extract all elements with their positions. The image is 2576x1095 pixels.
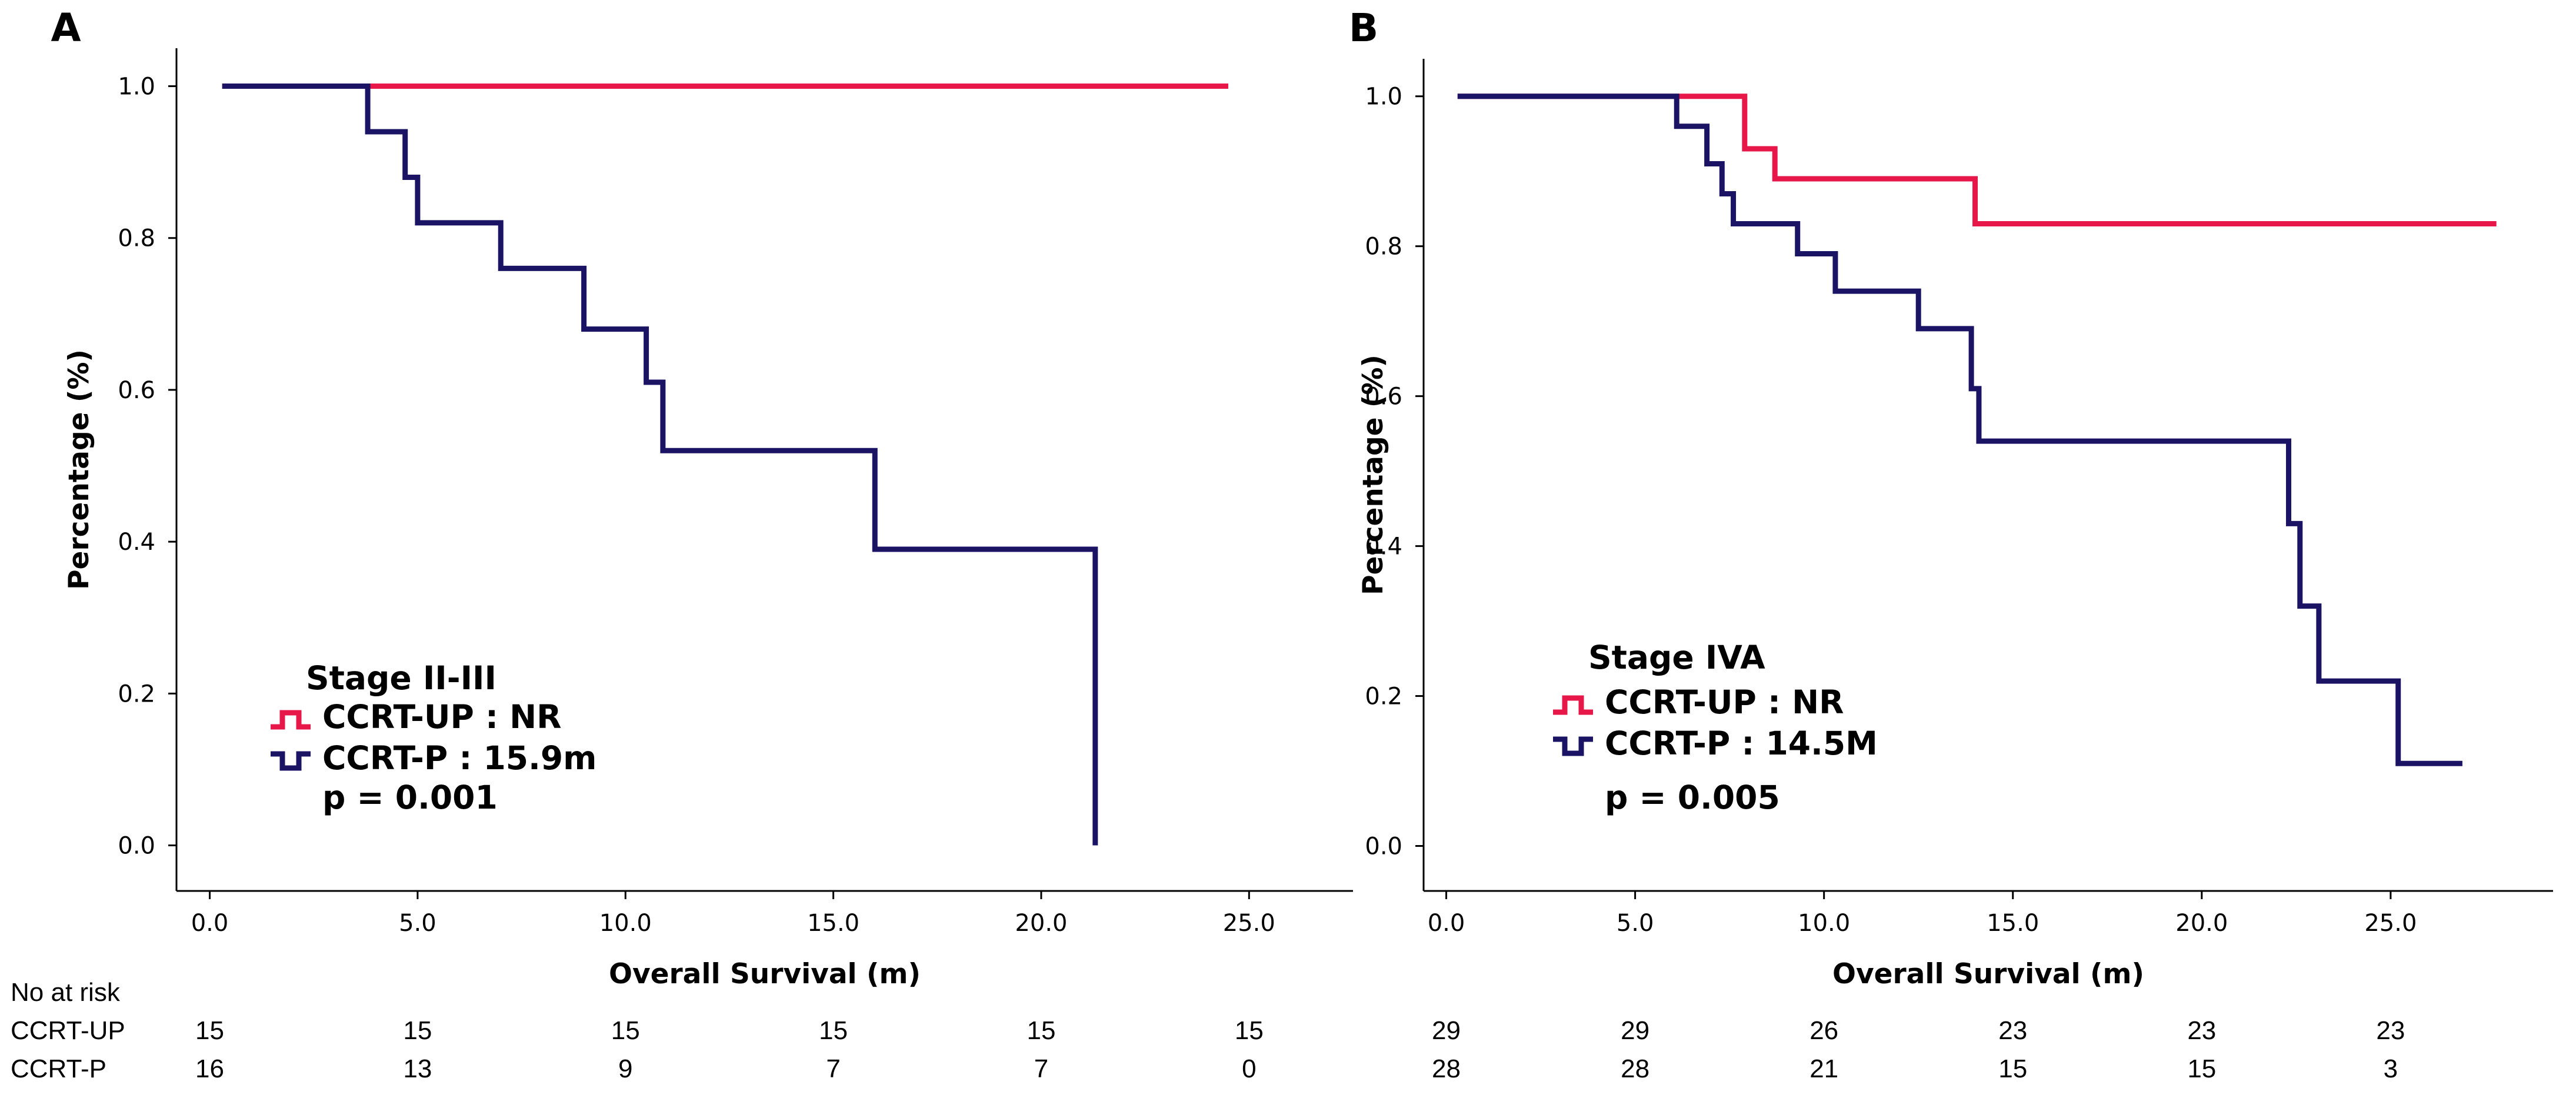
risk-value: 15: [403, 1016, 432, 1045]
risk-value: 15: [2187, 1054, 2216, 1083]
p-value: p = 0.001: [322, 779, 498, 816]
x-tick-label: 5.0: [399, 910, 436, 937]
risk-table-heading: No at risk: [11, 978, 121, 1007]
x-tick-label: 0.0: [1428, 910, 1465, 937]
y-tick-label: 0.4: [1365, 533, 1402, 560]
legend-title: Stage II-III: [306, 659, 496, 697]
y-tick-label: 0.6: [118, 377, 155, 404]
x-tick-label: 20.0: [1015, 910, 1067, 937]
risk-value: 3: [2384, 1054, 2398, 1083]
x-axis-title: Overall Survival (m): [609, 958, 921, 990]
y-tick-label: 0.8: [118, 225, 155, 252]
x-tick-label: 20.0: [2175, 910, 2228, 937]
risk-value: 13: [403, 1054, 432, 1083]
y-tick-label: 0.2: [118, 680, 155, 707]
panel-label: B: [1349, 5, 1378, 51]
y-tick-label: 0.8: [1365, 233, 1402, 261]
risk-row-label: CCRT-P: [11, 1054, 106, 1083]
risk-value: 21: [1809, 1054, 1838, 1083]
risk-value: 7: [826, 1054, 840, 1083]
legend: Stage IVA CCRT-UP : NR CCRT-P : 14.5M p = 0…: [1553, 639, 1878, 816]
risk-value: 29: [1621, 1016, 1649, 1045]
risk-value: 15: [1235, 1016, 1264, 1045]
panel-label: A: [51, 5, 81, 51]
legend-symbol-ccrt-up: [1553, 695, 1593, 715]
risk-value: 15: [1998, 1054, 2027, 1083]
risk-value: 23: [2187, 1016, 2216, 1045]
legend-entry: CCRT-P : 15.9m: [322, 739, 596, 777]
legend-entry: CCRT-P : 14.5M: [1605, 725, 1878, 762]
curve-ccrt-p: [222, 84, 1098, 846]
x-tick-label: 25.0: [2364, 910, 2417, 937]
y-axis-title: Percentage (%): [1357, 355, 1389, 595]
y-tick-label: 1.0: [118, 74, 155, 101]
curve-ccrt-p: [1457, 94, 2462, 766]
y-tick-label: 0.6: [1365, 383, 1402, 410]
curve-ccrt-up: [1457, 94, 2497, 226]
y-tick-label: 0.0: [1365, 833, 1402, 860]
risk-value: 9: [618, 1054, 632, 1083]
legend-title: Stage IVA: [1588, 639, 1765, 676]
y-tick-label: 0.2: [1365, 683, 1402, 710]
panel-b: B 0.0 0.2 0.4 0.6 0.8 1.0 0.0 5.0 10.0 15.0 20.0 25.…: [1349, 5, 2553, 1083]
risk-value: 0: [1242, 1054, 1256, 1083]
risk-value: 28: [1621, 1054, 1649, 1083]
risk-value: 15: [611, 1016, 640, 1045]
risk-value: 15: [195, 1016, 224, 1045]
panel-a: A 0.0 0.2 0.4 0.6 0.8 1.0 0.0 5.0 10.0 15.0 20.0 25.…: [51, 5, 1353, 1083]
risk-value: 15: [1027, 1016, 1055, 1045]
risk-value: 28: [1432, 1054, 1461, 1083]
x-tick-label: 25.0: [1223, 910, 1275, 937]
x-tick-label: 15.0: [807, 910, 859, 937]
y-tick-label: 0.4: [118, 529, 155, 556]
x-tick-label: 5.0: [1617, 910, 1654, 937]
y-tick-label: 1.0: [1365, 84, 1402, 111]
risk-value: 15: [819, 1016, 848, 1045]
y-tick-label: 0.0: [118, 833, 155, 860]
legend-entry: CCRT-UP : NR: [322, 698, 562, 736]
risk-value: 7: [1034, 1054, 1048, 1083]
x-tick-label: 0.0: [191, 910, 229, 937]
legend-entry: CCRT-UP : NR: [1605, 683, 1844, 721]
risk-value: 23: [2376, 1016, 2405, 1045]
p-value: p = 0.005: [1605, 779, 1780, 816]
risk-value: 29: [1432, 1016, 1461, 1045]
x-tick-label: 10.0: [1798, 910, 1850, 937]
x-tick-label: 10.0: [599, 910, 652, 937]
risk-value: 16: [195, 1054, 224, 1083]
risk-value: 26: [1809, 1016, 1838, 1045]
legend-symbol-ccrt-p: [271, 751, 311, 771]
x-tick-label: 15.0: [1987, 910, 2039, 937]
legend-symbol-ccrt-up: [271, 710, 311, 730]
risk-value: 23: [1998, 1016, 2027, 1045]
risk-row-label: CCRT-UP: [11, 1016, 125, 1045]
y-axis-title: Percentage (%): [63, 349, 95, 590]
legend-symbol-ccrt-p: [1553, 736, 1593, 756]
x-axis-title: Overall Survival (m): [1832, 958, 2144, 990]
